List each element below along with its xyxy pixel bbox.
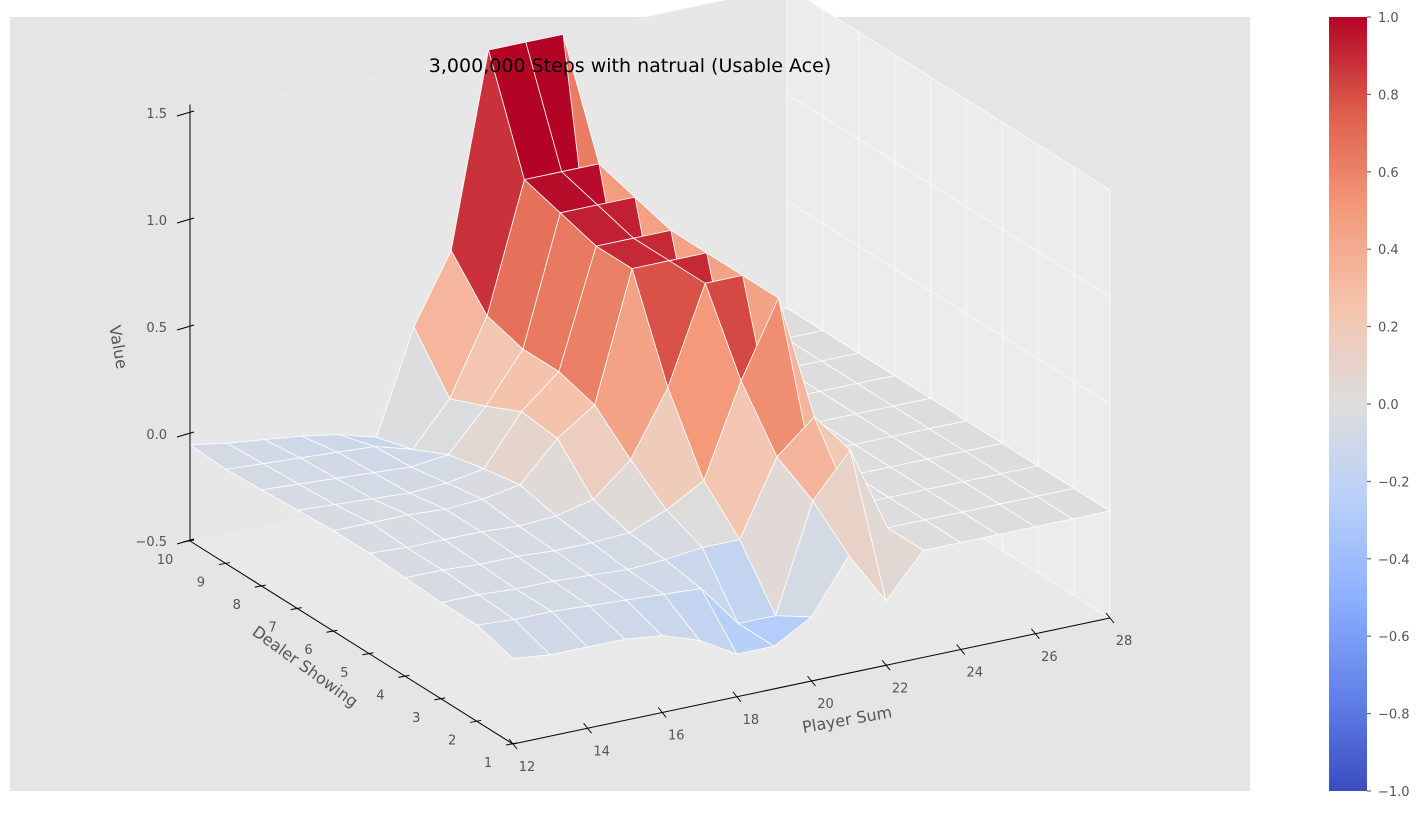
y-tick-label: 1 [484,756,492,771]
colorbar: −1.0 −0.8 −0.6 −0.4 −0.2 0.0 0.2 0.4 0.6 0.8 1.0 [1329,11,1410,800]
x-tick-label: 20 [817,697,834,712]
z-tick [176,431,195,438]
y-tick [398,674,410,678]
y-tick-label: 7 [269,621,277,636]
z-tick [176,217,195,224]
colorbar-tick-label: −0.2 [1378,475,1410,490]
z-tick [176,110,195,117]
z-tick [176,538,195,545]
x-tick-label: 22 [892,681,909,696]
x-tick-label: 28 [1116,634,1133,649]
colorbar-gradient [1329,17,1367,791]
y-tick-label: 5 [340,666,348,681]
colorbar-tick-label: −1.0 [1378,785,1410,800]
x-tick [732,691,742,703]
y-axis-line [189,540,514,745]
colorbar-tick-label: 0.6 [1378,166,1399,181]
y-tick-label: 10 [157,553,174,568]
x-tick [657,707,667,718]
y-tick [254,584,266,588]
y-tick [326,629,338,633]
colorbar-tick-label: −0.8 [1378,708,1410,723]
y-tick-label: 6 [304,643,312,658]
x-tick-label: 26 [1041,650,1058,665]
x-tick [956,644,966,655]
grid-line [786,200,1111,405]
z-tick-label: 1.5 [146,107,167,122]
x-tick-label: 12 [519,760,536,775]
z-tick-label: 0.0 [146,428,167,443]
x-tick-label: 14 [593,744,610,759]
x-tick-label: 24 [966,666,983,681]
y-tick-label: 3 [412,711,420,726]
colorbar-ticks: −1.0 −0.8 −0.6 −0.4 −0.2 0.0 0.2 0.4 0.6 0.8 1.0 [1367,11,1410,800]
surface-plot [189,33,1111,659]
z-tick-label: 1.0 [146,214,167,229]
colorbar-tick-label: 0.8 [1378,88,1399,103]
x-tick [583,722,593,734]
x-tick [1030,628,1040,640]
colorbar-tick-label: 1.0 [1378,11,1399,26]
y-tick-label: 2 [448,733,456,748]
y-tick [470,719,482,723]
z-tick-label: −0.5 [135,535,167,550]
colorbar-tick-label: 0.2 [1378,321,1399,336]
x-tick [807,675,816,687]
grid-line [786,93,1111,298]
y-tick-label: 8 [233,598,241,613]
y-tick [505,742,518,746]
x-tick [1105,612,1115,624]
colorbar-tick-label: 0.0 [1378,398,1399,413]
y-tick [362,652,374,656]
colorbar-tick-label: −0.4 [1378,553,1410,568]
z-tick-label: 0.5 [146,321,167,336]
axis-lines: 12141618202224262812345678910−0.50.00.51… [135,104,1132,775]
y-tick-label: 4 [376,688,384,703]
chart-title: 3,000,000 Steps with natrual (Usable Ace… [429,55,831,77]
x-tick-label: 18 [743,713,760,728]
y-tick [290,607,302,611]
grid-line [806,0,1111,191]
z-tick [176,324,195,331]
x-tick [881,659,891,671]
colorbar-tick-label: 0.4 [1378,243,1399,258]
x-tick-label: 16 [668,729,685,744]
y-tick-label: 9 [197,576,205,591]
colorbar-tick-label: −0.6 [1378,630,1410,645]
y-tick [218,562,230,566]
y-tick [434,697,446,701]
surface-face [1036,487,1111,520]
